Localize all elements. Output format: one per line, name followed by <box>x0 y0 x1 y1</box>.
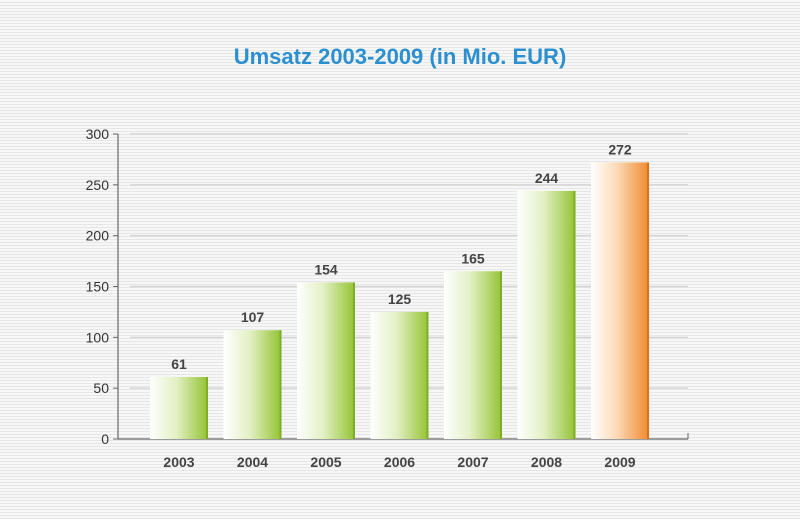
x-tick-label: 2005 <box>310 454 341 470</box>
bar-value-label: 107 <box>241 309 265 325</box>
bars <box>150 162 649 439</box>
bar-edge <box>500 271 502 439</box>
y-tick-label: 300 <box>86 126 110 142</box>
bar-edge <box>353 282 355 439</box>
y-tick-label: 50 <box>93 380 109 396</box>
x-tick-label: 2008 <box>531 454 562 470</box>
x-tick-label: 2003 <box>163 454 194 470</box>
labels: 0 50 100 150 200 250 300 61 2003 107 2004 154 2005 12… <box>86 126 636 470</box>
bar-edge <box>279 330 282 439</box>
y-tick-label: 250 <box>86 177 110 193</box>
bar-edge <box>647 162 649 439</box>
chart-title: Umsatz 2003-2009 (in Mio. EUR) <box>233 44 567 69</box>
y-tick-label: 200 <box>86 228 110 244</box>
y-tick-label: 0 <box>101 431 109 447</box>
bar-edge <box>426 311 429 439</box>
bar-edge <box>573 190 576 439</box>
bar <box>150 376 208 439</box>
bar-value-label: 125 <box>388 291 412 307</box>
bar <box>223 330 282 439</box>
bar <box>444 271 502 439</box>
bar <box>370 311 429 439</box>
bar <box>591 162 649 439</box>
bar-value-label: 154 <box>314 261 338 277</box>
x-tick-label: 2004 <box>237 454 268 470</box>
bar-value-label: 244 <box>535 170 559 186</box>
bar-value-label: 165 <box>461 250 485 266</box>
bar <box>297 282 355 439</box>
x-tick-label: 2009 <box>604 454 635 470</box>
bar <box>517 190 576 439</box>
bar-value-label: 61 <box>171 356 187 372</box>
bar-value-label: 272 <box>608 141 632 157</box>
y-tick-label: 150 <box>86 279 110 295</box>
bar-edge <box>206 376 208 439</box>
x-tick-label: 2006 <box>384 454 415 470</box>
y-tick-label: 100 <box>86 329 110 345</box>
x-tick-label: 2007 <box>457 454 488 470</box>
